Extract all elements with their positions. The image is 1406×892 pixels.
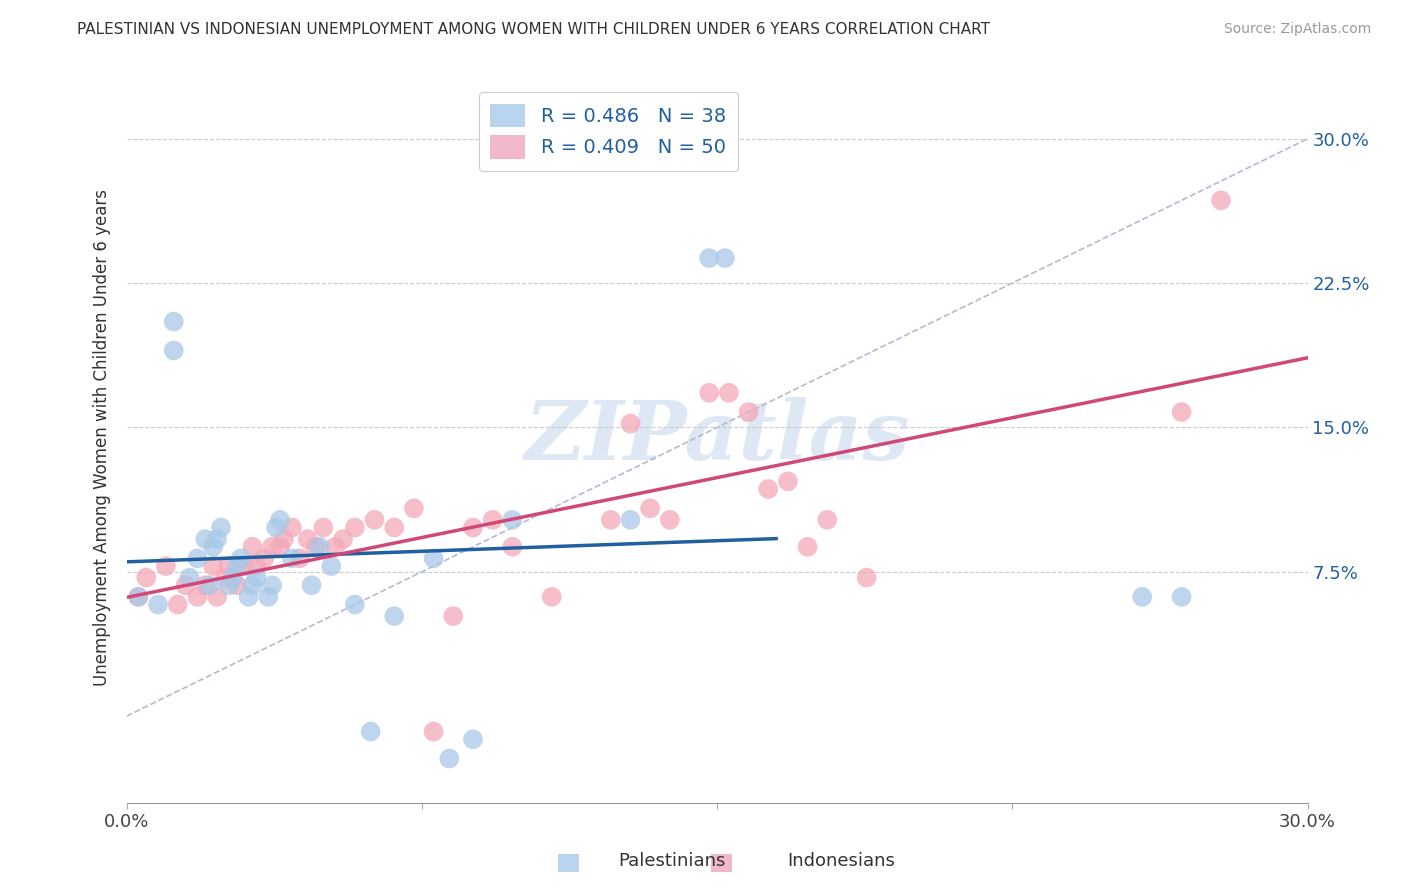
Text: Source: ZipAtlas.com: Source: ZipAtlas.com xyxy=(1223,22,1371,37)
Point xyxy=(202,559,225,574)
Point xyxy=(540,590,562,604)
Point xyxy=(198,578,221,592)
Point xyxy=(332,532,354,546)
Y-axis label: Unemployment Among Women with Children Under 6 years: Unemployment Among Women with Children U… xyxy=(93,188,111,686)
Text: ZIPatlas: ZIPatlas xyxy=(524,397,910,477)
Text: Indonesians: Indonesians xyxy=(787,852,896,870)
Point xyxy=(343,598,366,612)
Point xyxy=(166,598,188,612)
Point xyxy=(194,532,217,546)
Point xyxy=(264,520,287,534)
Point xyxy=(461,732,484,747)
Bar xyxy=(558,854,579,872)
Point xyxy=(599,513,621,527)
Point xyxy=(619,513,641,527)
Point xyxy=(225,559,247,574)
Point xyxy=(222,571,245,585)
Point xyxy=(619,417,641,431)
Point xyxy=(194,578,217,592)
Point xyxy=(382,609,405,624)
Point xyxy=(218,578,240,592)
Point xyxy=(245,571,267,585)
Point xyxy=(697,385,720,400)
Point xyxy=(127,590,149,604)
Point xyxy=(281,520,304,534)
Point xyxy=(796,540,818,554)
Point xyxy=(146,598,169,612)
Point xyxy=(155,559,177,574)
Point xyxy=(214,571,236,585)
Point xyxy=(202,540,225,554)
Point xyxy=(262,540,284,554)
Point xyxy=(269,513,291,527)
Point xyxy=(174,578,197,592)
Point xyxy=(815,513,838,527)
Point xyxy=(242,540,264,554)
Point xyxy=(638,501,661,516)
Point xyxy=(273,532,295,546)
Point xyxy=(717,385,740,400)
Legend: R = 0.486   N = 38, R = 0.409   N = 50: R = 0.486 N = 38, R = 0.409 N = 50 xyxy=(479,92,738,170)
Point xyxy=(288,551,311,566)
Point xyxy=(481,513,503,527)
Point xyxy=(422,724,444,739)
Point xyxy=(658,513,681,527)
Point xyxy=(186,551,208,566)
Point xyxy=(209,520,232,534)
Point xyxy=(312,520,335,534)
Point xyxy=(257,590,280,604)
Point xyxy=(776,475,799,489)
Point xyxy=(1170,590,1192,604)
Point xyxy=(737,405,759,419)
Point xyxy=(308,540,330,554)
Point xyxy=(697,251,720,265)
Point xyxy=(501,513,523,527)
Point xyxy=(441,609,464,624)
Point xyxy=(281,551,304,566)
Point xyxy=(262,578,284,592)
Point xyxy=(205,590,228,604)
Point xyxy=(1130,590,1153,604)
Point xyxy=(242,578,264,592)
Point xyxy=(501,540,523,554)
Point xyxy=(343,520,366,534)
Point xyxy=(135,571,157,585)
Point xyxy=(163,343,186,358)
Point xyxy=(855,571,877,585)
Point xyxy=(269,540,291,554)
Point xyxy=(163,315,186,329)
Point xyxy=(218,559,240,574)
Point xyxy=(233,559,256,574)
Point xyxy=(229,551,252,566)
Point xyxy=(186,590,208,604)
Point xyxy=(439,751,461,765)
Point xyxy=(323,540,346,554)
Point xyxy=(238,590,260,604)
Text: PALESTINIAN VS INDONESIAN UNEMPLOYMENT AMONG WOMEN WITH CHILDREN UNDER 6 YEARS C: PALESTINIAN VS INDONESIAN UNEMPLOYMENT A… xyxy=(77,22,990,37)
Point xyxy=(1170,405,1192,419)
Text: Palestinians: Palestinians xyxy=(619,852,725,870)
Point xyxy=(179,571,201,585)
Point xyxy=(225,578,247,592)
Point xyxy=(321,559,343,574)
Point xyxy=(756,482,779,496)
Point xyxy=(205,532,228,546)
Point xyxy=(245,559,267,574)
Point xyxy=(422,551,444,566)
Point xyxy=(127,590,149,604)
Point xyxy=(301,578,323,592)
Point xyxy=(304,540,326,554)
Bar xyxy=(711,854,733,872)
Point xyxy=(382,520,405,534)
Point xyxy=(363,513,385,527)
Point xyxy=(402,501,425,516)
Point xyxy=(1209,194,1232,208)
Point xyxy=(714,251,737,265)
Point xyxy=(297,532,319,546)
Point xyxy=(360,724,382,739)
Point xyxy=(461,520,484,534)
Point xyxy=(253,551,276,566)
